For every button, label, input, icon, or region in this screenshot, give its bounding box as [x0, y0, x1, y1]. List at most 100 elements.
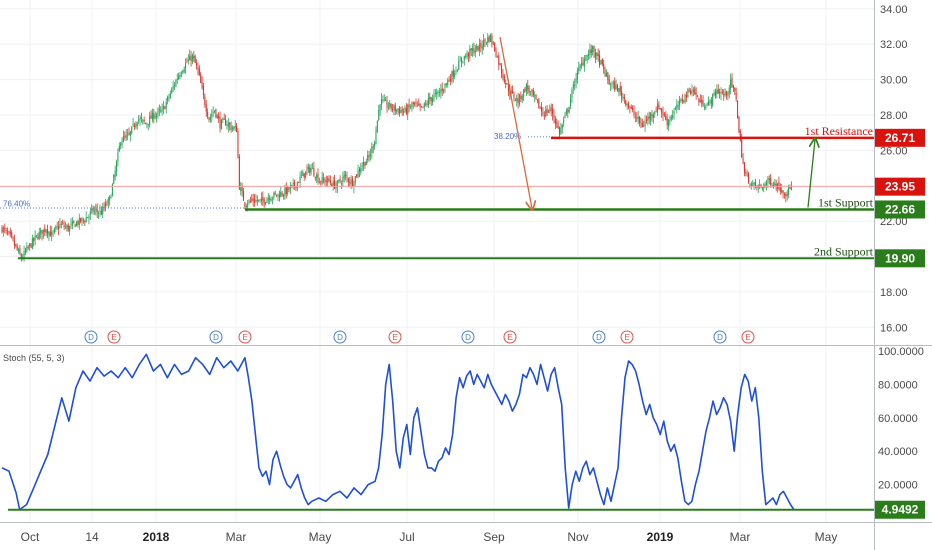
candle-body — [12, 237, 14, 240]
event-marker-d — [461, 330, 475, 344]
candle-body — [470, 48, 472, 51]
candle-body — [201, 82, 203, 88]
candle-body — [265, 202, 267, 204]
candle-body — [289, 186, 291, 190]
candle-body — [719, 92, 721, 94]
time-axis[interactable]: Oct 14 2018 Mar May Jul Sep Nov 2019 Mar May — [21, 530, 838, 544]
candle-body — [270, 198, 272, 202]
candle-body — [216, 115, 218, 118]
candle-body — [768, 178, 770, 180]
candle-body — [354, 176, 356, 183]
event-marker-letter: E — [392, 333, 397, 342]
candle-body — [95, 208, 97, 210]
candle-body — [24, 250, 27, 252]
candle-body — [409, 107, 412, 109]
candle-body — [625, 100, 627, 105]
candle-body — [616, 85, 619, 92]
candle-body — [583, 58, 585, 67]
candle-body — [666, 118, 668, 126]
candle-body — [92, 208, 94, 212]
candle-body — [696, 95, 699, 97]
candle-body — [703, 107, 705, 108]
price-axis[interactable]: 16.0018.0020.0022.0024.0026.0028.0030.00… — [875, 4, 925, 334]
candle-body — [623, 96, 625, 99]
candle-body — [118, 146, 120, 152]
event-marker-letter: D — [337, 333, 343, 342]
candle-body — [107, 198, 109, 204]
candle-body — [62, 222, 64, 224]
candle-body — [499, 63, 501, 65]
candle-body — [695, 92, 697, 95]
candle-body — [187, 59, 189, 62]
candle-body — [385, 99, 387, 101]
candle-body — [514, 99, 516, 101]
candle-body — [298, 182, 300, 184]
candle-body — [322, 178, 325, 180]
candle-body — [77, 221, 79, 225]
candle-body — [681, 99, 683, 102]
candle-body — [472, 48, 474, 52]
candle-body — [5, 230, 7, 231]
candle-body — [484, 39, 486, 41]
candle-body — [527, 85, 529, 90]
candle-body — [85, 217, 87, 223]
candle-body — [748, 173, 750, 184]
candle-body — [488, 36, 490, 42]
candle-body — [37, 236, 39, 239]
event-marker-letter: E — [507, 333, 512, 342]
candle-body — [735, 92, 737, 100]
candle-body — [186, 61, 188, 63]
candle-body — [563, 119, 565, 124]
support-2-badge — [875, 249, 925, 268]
candle-body — [761, 186, 763, 189]
candle-body — [75, 222, 78, 226]
candle-body — [444, 83, 446, 88]
candle-body — [535, 94, 537, 99]
event-marker-d — [592, 330, 606, 344]
stoch-tick-label: 60.0000 — [878, 413, 918, 425]
candle-body — [360, 168, 362, 173]
candle-body — [255, 199, 257, 202]
candle-body — [706, 103, 708, 106]
candle-body — [353, 183, 355, 188]
candle-body — [237, 130, 239, 158]
candle-body — [670, 116, 672, 120]
candle-body — [724, 91, 726, 96]
candle-body — [734, 87, 736, 92]
candle-body — [418, 104, 420, 105]
candle-body — [614, 81, 616, 90]
candle-body — [147, 123, 149, 126]
candle-body — [705, 106, 707, 109]
candle-body — [728, 87, 730, 94]
time-tick-label: Oct — [21, 530, 40, 544]
candle-body — [276, 194, 278, 196]
candle-body — [736, 100, 739, 118]
candle-body — [520, 95, 522, 99]
candle-body — [454, 73, 456, 77]
candle-body — [702, 100, 704, 107]
candle-body — [277, 193, 279, 196]
candle-body — [658, 104, 660, 109]
support-1-badge-text: 22.66 — [885, 202, 915, 216]
candle-body — [150, 115, 152, 119]
price-tick-label: 22.00 — [880, 216, 908, 228]
candle-body — [176, 78, 178, 80]
event-marker-letter: D — [88, 333, 94, 342]
candle-body — [329, 180, 331, 184]
candle-body — [745, 172, 747, 174]
candle-body — [679, 99, 681, 106]
event-marker-letter: D — [596, 333, 602, 342]
candle-body — [687, 89, 689, 98]
stochastic-pane[interactable]: Stoch (55, 5, 3) 20.0000 40.0000 60.0000 80.… — [1, 346, 925, 519]
candle-body — [644, 121, 646, 127]
candle-body — [462, 61, 464, 63]
candle-body — [487, 37, 489, 43]
candle-body — [721, 91, 723, 93]
candle-body — [306, 169, 308, 171]
candle-body — [665, 115, 667, 120]
candle-body — [300, 175, 303, 177]
event-marker-d — [84, 330, 98, 344]
up-arrow — [807, 140, 815, 208]
